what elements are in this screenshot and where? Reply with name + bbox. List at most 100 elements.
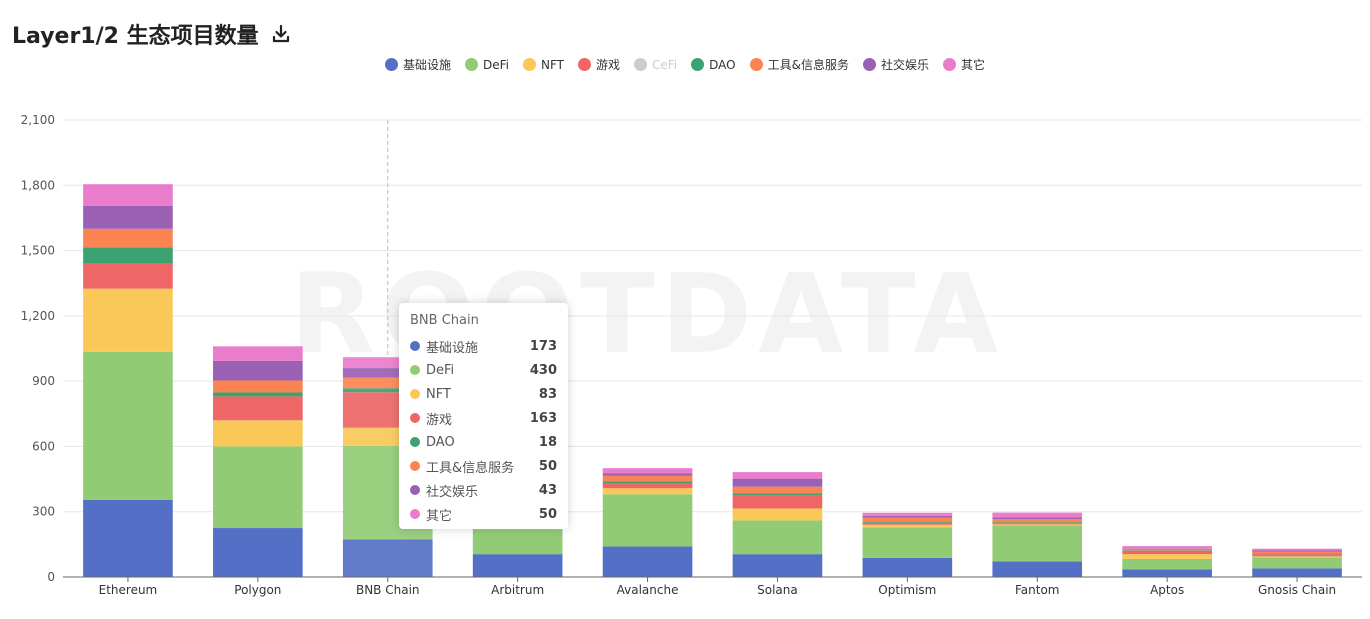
tooltip-value: 50 <box>538 506 557 522</box>
tooltip-value: 430 <box>529 362 557 378</box>
tooltip-label: NFT <box>426 386 451 402</box>
legend-label: 工具&信息服务 <box>767 58 849 72</box>
bar-segment <box>732 486 823 494</box>
bar-segment <box>602 475 693 482</box>
bar-segment <box>213 528 303 577</box>
y-tick-label: 1,800 <box>21 178 55 192</box>
x-tick-label: Arbitrum <box>491 583 544 597</box>
legend-label: 基础设施 <box>402 58 451 72</box>
bar-segment <box>342 368 433 378</box>
y-tick-label: 900 <box>32 374 55 388</box>
legend-marker-icon <box>691 58 705 71</box>
legend-item[interactable]: 其它 <box>943 56 985 73</box>
bar-segment <box>1122 549 1212 551</box>
bar-segment <box>862 517 953 523</box>
legend-marker-icon <box>465 58 478 71</box>
x-tick-label: BNB Chain <box>356 583 420 597</box>
bar-segment <box>862 524 953 528</box>
tooltip-row: DAO 18 <box>410 430 557 454</box>
bar-segment <box>83 205 173 229</box>
x-tick-label: Solana <box>757 583 798 597</box>
bar-segment <box>602 473 693 476</box>
bar-segment <box>1122 548 1212 550</box>
bar-segment <box>342 377 433 389</box>
bar-segment <box>1122 569 1212 577</box>
legend-item[interactable]: NFT <box>523 56 564 73</box>
bar-segment <box>83 228 173 248</box>
tooltip-row: DeFi 430 <box>410 358 557 382</box>
x-tick-label: Ethereum <box>99 583 158 597</box>
bar-segment <box>602 546 693 577</box>
legend-item[interactable]: DeFi <box>465 56 509 73</box>
legend-item[interactable]: 游戏 <box>578 56 620 73</box>
bar-segment <box>732 520 823 555</box>
bar-segment <box>1252 554 1342 557</box>
y-tick-label: 600 <box>32 439 55 453</box>
legend-item[interactable]: 社交娱乐 <box>862 56 929 73</box>
legend-label: 其它 <box>961 58 986 72</box>
tooltip-label: 社交娱乐 <box>426 484 479 500</box>
bar-segment <box>862 512 953 517</box>
bar-segment <box>213 420 303 447</box>
legend-item[interactable]: 基础设施 <box>384 56 451 73</box>
bar-segment <box>992 517 1083 520</box>
bar-segment <box>213 392 303 397</box>
tooltip-label: 其它 <box>426 508 453 524</box>
tooltip-marker-icon <box>410 389 420 399</box>
legend-label: DAO <box>709 57 736 72</box>
tooltip-value: 43 <box>538 482 557 498</box>
x-tick-label: Avalanche <box>617 583 679 597</box>
chart-legend: 基础设施 DeFi NFT 游戏 CeFi DAO 工具&信息服务 社交娱乐 其它 <box>0 56 1370 73</box>
bar-segment <box>83 184 173 206</box>
legend-marker-icon <box>523 58 536 71</box>
bar-segment <box>992 524 1083 526</box>
tooltip-value: 18 <box>538 434 557 450</box>
legend-marker-icon <box>749 58 763 71</box>
y-tick-label: 1,500 <box>21 244 55 258</box>
bar-segment <box>342 539 433 577</box>
legend-marker-icon <box>943 58 956 71</box>
bar-segment <box>732 508 823 521</box>
chart-header: Layer1/2 生态项目数量 <box>12 18 291 50</box>
tooltip-label: DAO <box>426 434 455 450</box>
tooltip-marker-icon <box>410 341 420 351</box>
bar-segment <box>862 522 953 524</box>
tooltip-row: 其它 50 <box>410 502 557 526</box>
bar-segment <box>1252 550 1342 552</box>
bar-segment <box>732 554 823 577</box>
bar-segment <box>1252 557 1342 569</box>
tooltip-row: NFT 83 <box>410 382 557 406</box>
tooltip-marker-icon <box>410 485 420 495</box>
legend-item[interactable]: 工具&信息服务 <box>749 56 849 73</box>
tooltip-value: 50 <box>538 458 557 474</box>
tooltip-row: 工具&信息服务 50 <box>410 454 557 478</box>
bar-segment <box>1122 558 1212 570</box>
bar-segment <box>213 346 303 361</box>
bar-segment <box>602 494 693 547</box>
download-icon[interactable] <box>271 24 291 44</box>
bar-segment <box>472 529 563 555</box>
legend-item[interactable]: CeFi <box>634 56 677 73</box>
bar-segment <box>213 380 303 393</box>
bar-segment <box>1122 550 1212 555</box>
legend-item[interactable]: DAO <box>691 56 736 73</box>
legend-marker-icon <box>634 58 648 71</box>
legend-label: DeFi <box>483 57 509 72</box>
legend-label: 游戏 <box>596 58 621 72</box>
x-tick-label: Aptos <box>1150 583 1184 597</box>
bar-segment <box>602 481 693 484</box>
bar-segment <box>1122 546 1212 549</box>
bar-segment <box>732 495 823 509</box>
bar-segment <box>83 263 173 289</box>
tooltip-row: 游戏 163 <box>410 406 557 430</box>
tooltip-value: 83 <box>538 386 557 402</box>
x-tick-label: Fantom <box>1015 583 1060 597</box>
tooltip-value: 163 <box>529 410 557 426</box>
bar-segment <box>992 525 1083 562</box>
bar-segment <box>83 499 173 577</box>
bar-segment <box>992 512 1083 518</box>
chart-title: Layer1/2 生态项目数量 <box>12 24 259 49</box>
bar-segment <box>602 488 693 495</box>
bar-segment <box>732 493 823 496</box>
tooltip-marker-icon <box>410 365 420 375</box>
